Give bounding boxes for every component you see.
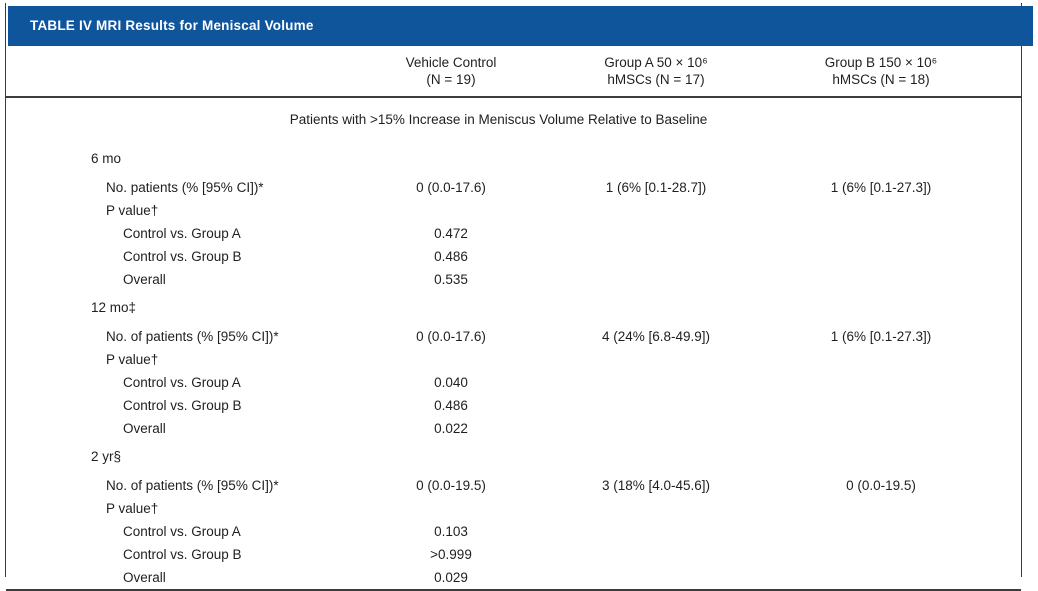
row-label: Control vs. Group A xyxy=(123,524,241,539)
cell-value xyxy=(541,394,771,417)
table-row: No. of patients (% [95% CI])* 0 (0.0-17.… xyxy=(6,325,991,348)
row-label: No. patients (% [95% CI])* xyxy=(106,180,264,195)
cell-value xyxy=(361,199,541,222)
column-header-line1: Group B 150 × 10⁶ xyxy=(824,55,938,70)
cell-value xyxy=(541,268,771,291)
table-row: P value† xyxy=(6,348,991,371)
cell-value: 0.029 xyxy=(434,570,468,585)
section-header-12mo: 12 mo‡ xyxy=(6,291,991,325)
column-header-line2: hMSCs (N = 18) xyxy=(832,72,930,87)
cell-value xyxy=(771,268,991,291)
cell-value xyxy=(541,520,771,543)
table-title-bar: TABLE IV MRI Results for Meniscal Volume xyxy=(8,6,1033,46)
row-label: P value† xyxy=(106,352,159,367)
results-table-card: TABLE IV MRI Results for Meniscal Volume… xyxy=(5,3,1033,591)
column-header-line2: hMSCs (N = 17) xyxy=(607,72,705,87)
cell-value: 0.486 xyxy=(434,398,468,413)
cell-value: 0.103 xyxy=(434,524,468,539)
cell-value: 0.472 xyxy=(434,226,468,241)
column-header-group-a: Group A 50 × 10⁶ hMSCs (N = 17) xyxy=(541,54,771,88)
cell-value xyxy=(541,245,771,268)
table-subtitle: Patients with >15% Increase in Meniscus … xyxy=(289,112,708,127)
cell-value xyxy=(771,348,991,371)
cell-value xyxy=(541,348,771,371)
row-label: Control vs. Group B xyxy=(123,398,242,413)
row-label: Overall xyxy=(123,272,166,287)
section-header-2yr: 2 yr§ xyxy=(6,440,991,474)
cell-value: 1 (6% [0.1-27.3]) xyxy=(830,180,932,195)
cell-value: 0 (0.0-19.5) xyxy=(846,478,916,493)
cell-value: 1 (6% [0.1-28.7]) xyxy=(605,180,707,195)
cell-value xyxy=(771,199,991,222)
cell-value: 0 (0.0-17.6) xyxy=(416,329,486,344)
cell-value xyxy=(541,497,771,520)
cell-value xyxy=(771,394,991,417)
header-divider xyxy=(6,96,1021,98)
cell-value xyxy=(541,222,771,245)
row-label: P value† xyxy=(106,203,159,218)
cell-value: 1 (6% [0.1-27.3]) xyxy=(830,329,932,344)
cell-value: 0.022 xyxy=(434,421,468,436)
cell-value xyxy=(771,222,991,245)
row-label: Control vs. Group B xyxy=(123,249,242,264)
column-header-line2: (N = 19) xyxy=(426,72,476,87)
section-label: 12 mo‡ xyxy=(91,300,137,315)
cell-value xyxy=(771,543,991,566)
cell-value xyxy=(541,417,771,440)
table-row: Control vs. Group A 0.472 xyxy=(6,222,991,245)
cell-value: 0.040 xyxy=(434,375,468,390)
cell-value xyxy=(771,497,991,520)
table-title: TABLE IV MRI Results for Meniscal Volume xyxy=(30,18,314,33)
table-row: Overall 0.029 xyxy=(6,566,991,589)
table-row: No. patients (% [95% CI])* 0 (0.0-17.6) … xyxy=(6,176,991,199)
cell-value: 3 (18% [4.0-45.6]) xyxy=(601,478,711,493)
table-row: Overall 0.022 xyxy=(6,417,991,440)
column-header-line1: Group A 50 × 10⁶ xyxy=(604,55,708,70)
column-header-vehicle-control: Vehicle Control (N = 19) xyxy=(361,54,541,88)
cell-value xyxy=(771,245,991,268)
table-row: Control vs. Group A 0.040 xyxy=(6,371,991,394)
column-header-line1: Vehicle Control xyxy=(405,55,497,70)
row-label: Overall xyxy=(123,570,166,585)
results-table: Patients with >15% Increase in Meniscus … xyxy=(6,98,991,589)
cell-value: 0 (0.0-17.6) xyxy=(416,180,486,195)
section-label: 6 mo xyxy=(91,151,122,166)
cell-value xyxy=(361,348,541,371)
cell-value: 0 (0.0-19.5) xyxy=(416,478,486,493)
table-row: Control vs. Group B >0.999 xyxy=(6,543,991,566)
table-subtitle-row: Patients with >15% Increase in Meniscus … xyxy=(6,98,991,142)
cell-value xyxy=(771,371,991,394)
row-label: Overall xyxy=(123,421,166,436)
table-row: Control vs. Group B 0.486 xyxy=(6,245,991,268)
table-row: Control vs. Group A 0.103 xyxy=(6,520,991,543)
cell-value: 0.486 xyxy=(434,249,468,264)
cell-value xyxy=(541,566,771,589)
cell-value xyxy=(541,371,771,394)
table-row: No. of patients (% [95% CI])* 0 (0.0-19.… xyxy=(6,474,991,497)
cell-value xyxy=(771,566,991,589)
row-label: Control vs. Group A xyxy=(123,375,241,390)
column-header-row: Vehicle Control (N = 19) Group A 50 × 10… xyxy=(6,46,1021,96)
cell-value xyxy=(541,199,771,222)
row-label: P value† xyxy=(106,501,159,516)
row-label: No. of patients (% [95% CI])* xyxy=(106,478,279,493)
table-row: P value† xyxy=(6,199,991,222)
section-header-6mo: 6 mo xyxy=(6,142,991,176)
table-row: Overall 0.535 xyxy=(6,268,991,291)
cell-value xyxy=(771,520,991,543)
cell-value xyxy=(771,417,991,440)
column-header-group-b: Group B 150 × 10⁶ hMSCs (N = 18) xyxy=(771,54,991,88)
row-label: Control vs. Group B xyxy=(123,547,242,562)
cell-value xyxy=(541,543,771,566)
cell-value: 0.535 xyxy=(434,272,468,287)
table-row: Control vs. Group B 0.486 xyxy=(6,394,991,417)
row-label: Control vs. Group A xyxy=(123,226,241,241)
cell-value: >0.999 xyxy=(430,547,472,562)
cell-value: 4 (24% [6.8-49.9]) xyxy=(601,329,711,344)
cell-value xyxy=(361,497,541,520)
table-row: P value† xyxy=(6,497,991,520)
section-label: 2 yr§ xyxy=(91,449,122,464)
row-label: No. of patients (% [95% CI])* xyxy=(106,329,279,344)
